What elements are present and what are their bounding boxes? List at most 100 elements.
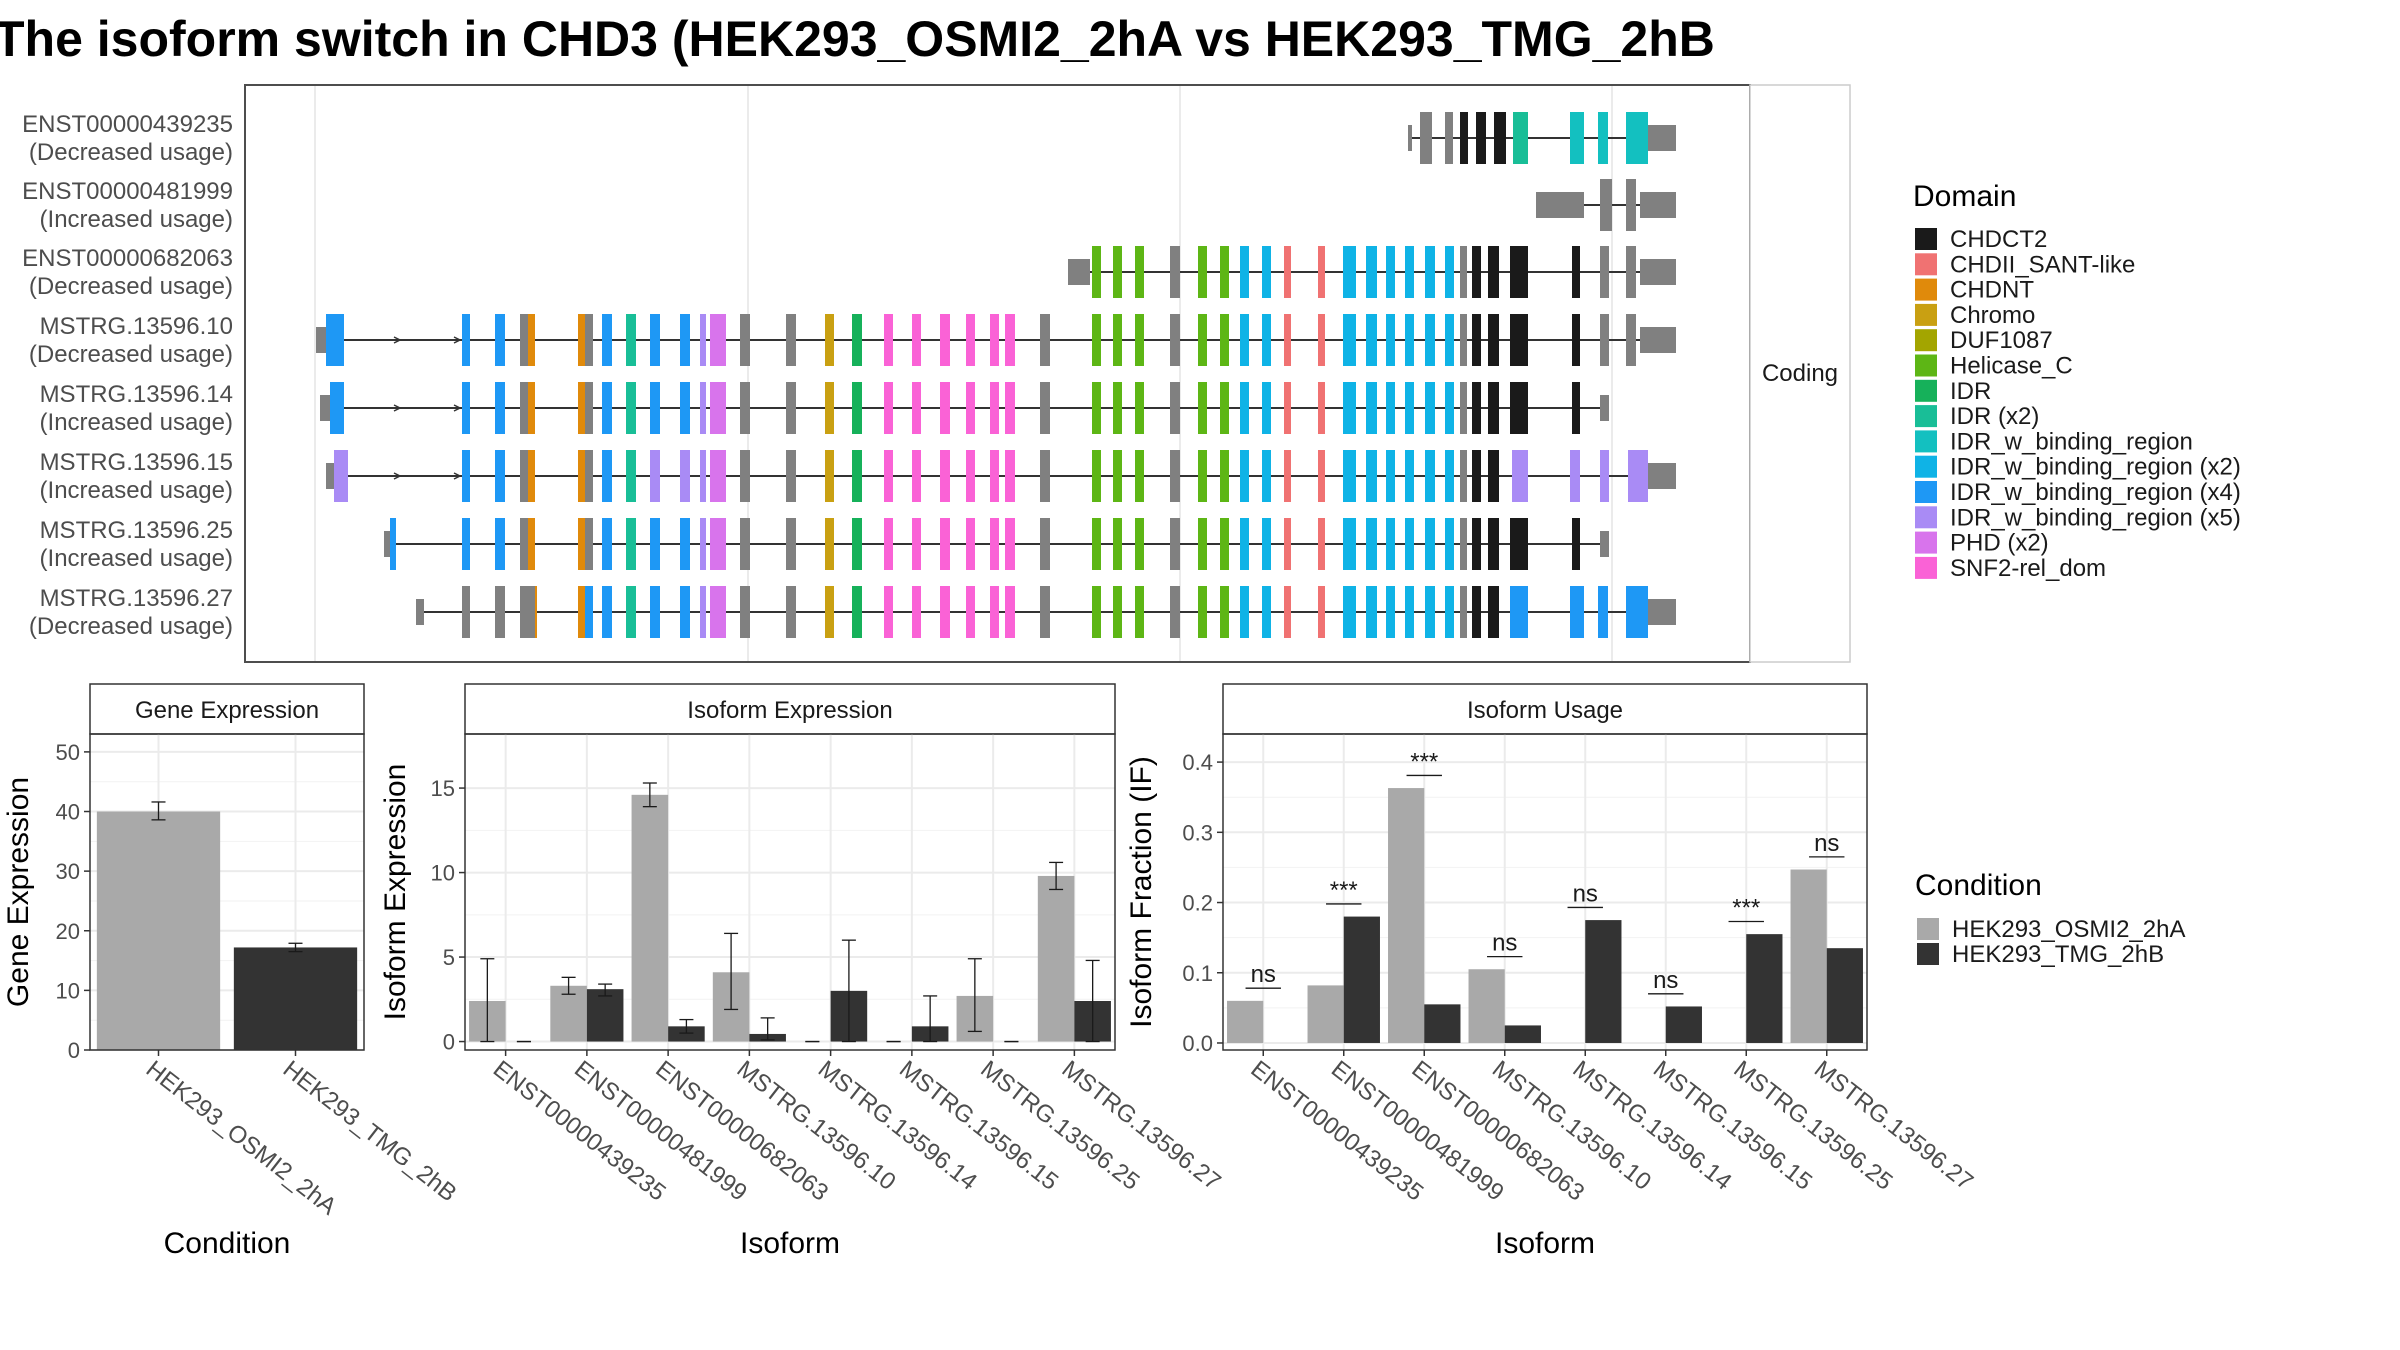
y-tick-label: 10 (431, 861, 455, 886)
transcript-exon (966, 382, 975, 434)
transcript-exon (1284, 246, 1291, 298)
transcript-exon (1240, 518, 1249, 570)
transcript-exon (680, 382, 690, 434)
transcript-row (320, 382, 1609, 434)
transcript-exon (1040, 518, 1050, 570)
significance-label: *** (1732, 894, 1760, 921)
transcript-exon (1408, 125, 1412, 151)
transcript-exon (602, 518, 612, 570)
transcript-exon (1640, 327, 1676, 353)
transcript-exon (1170, 246, 1180, 298)
transcript-exon (578, 382, 586, 434)
transcript-exon (1198, 586, 1207, 638)
transcript-exon (912, 518, 921, 570)
transcript-exon (1494, 112, 1506, 164)
domain-legend-label: IDR_w_binding_region (1950, 428, 2193, 455)
transcript-exon (1600, 450, 1609, 502)
domain-legend-label: IDR_w_binding_region (x2) (1950, 454, 2241, 481)
transcript-exon (1405, 586, 1414, 638)
domain-legend-label: Chromo (1950, 302, 2035, 329)
transcript-exon (912, 450, 921, 502)
significance-label: ns (1814, 830, 1839, 857)
transcript-exon (1460, 518, 1467, 570)
transcript-id-label: ENST00000439235 (22, 111, 233, 138)
transcript-exon (1366, 246, 1377, 298)
transcript-direction-arrow (453, 404, 462, 412)
transcript-exon (1488, 246, 1499, 298)
transcript-exon (1092, 382, 1101, 434)
transcript-exon (1488, 450, 1499, 502)
transcript-usage-label: (Increased usage) (40, 206, 233, 233)
transcript-usage-label: (Decreased usage) (29, 139, 233, 166)
transcript-exon (1170, 382, 1180, 434)
transcript-exon (390, 518, 396, 570)
transcript-exon (912, 382, 921, 434)
y-tick-label: 10 (56, 978, 80, 1003)
transcript-exon (1135, 246, 1144, 298)
transcript-exon (1425, 518, 1435, 570)
transcript-exon (520, 586, 536, 638)
transcript-exon (1040, 586, 1050, 638)
domain-legend-label: SNF2-rel_dom (1950, 555, 2106, 582)
transcript-exon (1262, 586, 1271, 638)
transcript-exon (966, 314, 975, 366)
domain-legend-title: Domain (1913, 180, 2016, 213)
transcript-exon (1220, 450, 1229, 502)
domain-legend-label: IDR_w_binding_region (x4) (1950, 479, 2241, 506)
transcript-exon (1386, 246, 1395, 298)
significance-label: ns (1653, 967, 1678, 994)
transcript-exon (1405, 518, 1414, 570)
transcript-exon (1405, 450, 1414, 502)
transcript-exon (1425, 246, 1435, 298)
transcript-exon (1600, 246, 1609, 298)
bar (1424, 1004, 1461, 1043)
transcript-exon (495, 382, 505, 434)
transcript-exon (578, 450, 586, 502)
transcript-exon (1488, 382, 1499, 434)
transcript-exon (330, 382, 344, 434)
transcript-exon (1425, 450, 1435, 502)
domain-legend-label: IDR (x2) (1950, 403, 2039, 430)
transcript-exon (1598, 586, 1608, 638)
y-tick-label: 0.3 (1182, 820, 1213, 845)
bar (1790, 869, 1827, 1043)
transcript-exon (1113, 382, 1122, 434)
transcript-exon (520, 382, 529, 434)
transcript-exon (1092, 246, 1101, 298)
transcript-exon (1220, 382, 1229, 434)
transcript-exon (1510, 586, 1528, 638)
transcript-exon (1170, 586, 1180, 638)
transcript-exon (626, 586, 636, 638)
transcript-exon (1572, 246, 1580, 298)
y-axis-title: Gene Expression (2, 777, 35, 1007)
transcript-exon (1135, 314, 1144, 366)
isoform-expression-chart: Isoform Expression051015ENST00000439235E… (379, 683, 1226, 1260)
transcript-exon (1198, 382, 1207, 434)
transcript-exon (884, 518, 893, 570)
transcript-exon (520, 314, 529, 366)
transcript-exon (1512, 450, 1528, 502)
transcript-exon (1262, 450, 1271, 502)
transcript-exon (680, 518, 690, 570)
domain-legend-swatch (1915, 354, 1937, 377)
domain-legend-swatch (1915, 506, 1937, 529)
y-tick-label: 0.0 (1182, 1031, 1213, 1056)
transcript-exon (585, 382, 593, 434)
y-tick-label: 0.4 (1182, 750, 1213, 775)
transcript-exon (1318, 314, 1325, 366)
transcript-exon (602, 382, 612, 434)
transcript-exon (1366, 382, 1377, 434)
domain-legend-label: CHDCT2 (1950, 226, 2047, 253)
transcript-exon (1386, 586, 1395, 638)
bar (1826, 948, 1863, 1043)
transcript-exon (700, 382, 706, 434)
transcript-row (384, 518, 1609, 570)
transcript-exon (966, 586, 975, 638)
transcript-exon (740, 314, 750, 366)
transcript-exon (1488, 518, 1499, 570)
transcript-exon (884, 314, 893, 366)
transcript-exon (1005, 314, 1015, 366)
bar (1585, 920, 1622, 1043)
transcript-exon (1445, 382, 1454, 434)
